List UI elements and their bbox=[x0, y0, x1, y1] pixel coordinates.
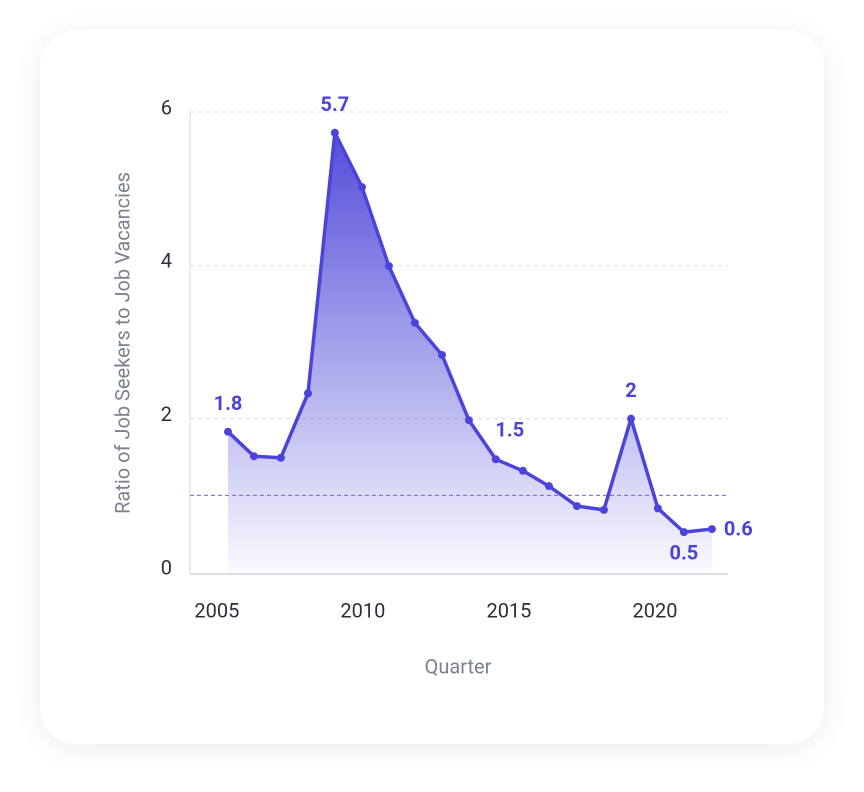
x-tick-label: 2015 bbox=[486, 598, 531, 622]
data-label: 2 bbox=[625, 378, 636, 402]
x-tick-label: 2020 bbox=[632, 598, 677, 622]
point bbox=[249, 452, 258, 461]
x-tick-label: 2010 bbox=[340, 598, 385, 622]
point bbox=[572, 502, 581, 511]
point bbox=[679, 528, 688, 537]
point bbox=[544, 482, 553, 491]
point bbox=[303, 389, 312, 398]
point bbox=[276, 453, 285, 462]
point bbox=[330, 128, 339, 137]
data-label: 1.5 bbox=[495, 418, 524, 442]
data-label: 0.6 bbox=[724, 516, 753, 540]
point bbox=[223, 427, 232, 436]
point bbox=[491, 455, 500, 464]
point bbox=[518, 466, 527, 475]
point bbox=[464, 416, 473, 425]
point bbox=[653, 504, 662, 513]
data-label: 5.7 bbox=[320, 92, 349, 116]
y-tick-label: 2 bbox=[161, 402, 172, 426]
y-tick-label: 4 bbox=[161, 249, 172, 273]
data-label: 0.5 bbox=[670, 540, 699, 564]
y-tick-label: 6 bbox=[161, 95, 172, 119]
y-axis-label: Ratio of Job Seekers to Job Vacancies bbox=[110, 172, 134, 514]
point bbox=[358, 183, 367, 192]
y-tick-label: 0 bbox=[161, 555, 172, 579]
point bbox=[627, 414, 636, 423]
point bbox=[707, 525, 716, 534]
point bbox=[384, 262, 393, 271]
x-tick-label: 2005 bbox=[194, 598, 239, 622]
x-axis-label: Quarter bbox=[425, 654, 492, 678]
point bbox=[599, 505, 608, 514]
point bbox=[438, 351, 447, 360]
data-label: 1.8 bbox=[214, 391, 243, 415]
point bbox=[410, 318, 419, 327]
area bbox=[227, 132, 712, 572]
